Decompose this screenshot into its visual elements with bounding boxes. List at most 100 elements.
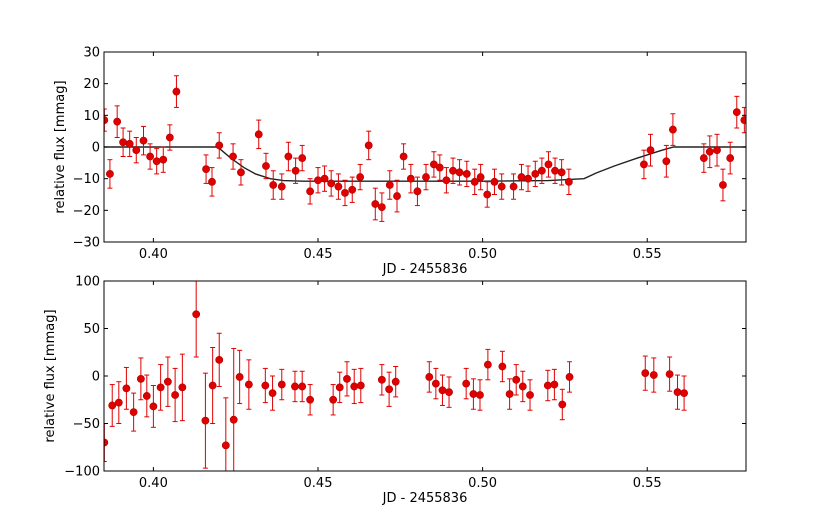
x-tick-label: 0.50 — [468, 247, 497, 262]
marker — [306, 187, 314, 196]
data-point-46 — [526, 379, 534, 411]
marker — [314, 176, 322, 185]
data-point-51 — [641, 355, 650, 391]
marker — [726, 154, 735, 162]
data-point-63 — [662, 144, 671, 178]
marker — [298, 382, 307, 391]
data-point-18 — [262, 152, 270, 180]
marker — [122, 384, 131, 393]
marker — [262, 162, 270, 170]
y-tick-label: −20 — [73, 204, 100, 219]
data-point-45 — [518, 370, 527, 403]
marker — [244, 380, 253, 389]
marker — [142, 392, 151, 400]
data-point-40 — [422, 163, 430, 191]
data-point-55 — [531, 160, 540, 188]
data-point-2 — [113, 105, 122, 138]
marker — [298, 154, 307, 162]
y-tick-label: 0 — [92, 141, 100, 156]
marker — [713, 146, 721, 155]
marker — [364, 141, 373, 150]
marker — [377, 203, 386, 212]
x-tick-label: 0.45 — [304, 247, 333, 262]
marker — [356, 381, 365, 390]
data-point-37 — [445, 376, 453, 408]
marker — [558, 400, 567, 409]
data-point-33 — [391, 366, 400, 398]
marker — [132, 146, 141, 155]
data-point-8 — [156, 364, 165, 411]
data-point-1 — [108, 384, 117, 427]
marker — [422, 173, 430, 181]
marker — [557, 168, 566, 177]
data-point-10 — [171, 367, 180, 423]
marker — [469, 390, 478, 398]
marker — [385, 385, 394, 394]
data-point-34 — [377, 192, 386, 222]
marker — [221, 441, 230, 450]
data-point-28 — [343, 361, 351, 397]
marker — [483, 360, 492, 369]
marker — [136, 374, 145, 383]
marker — [215, 355, 224, 364]
marker — [165, 133, 174, 142]
marker — [335, 383, 344, 392]
marker — [565, 373, 574, 381]
data-point-17 — [229, 347, 238, 471]
x-tick-label: 0.40 — [139, 247, 168, 262]
data-point-35 — [431, 367, 440, 400]
data-point-53 — [665, 356, 674, 392]
data-point-13 — [201, 372, 210, 469]
data-point-5 — [136, 357, 145, 401]
data-point-21 — [268, 375, 277, 411]
data-point-54 — [524, 165, 532, 192]
data-point-9 — [159, 146, 168, 173]
data-point-21 — [284, 141, 293, 172]
data-point-50 — [490, 168, 499, 195]
data-point-35 — [385, 170, 394, 200]
y-axis-label: relative flux [mmag] — [43, 309, 58, 442]
data-point-12 — [202, 154, 210, 184]
marker — [119, 138, 127, 147]
marker — [740, 116, 746, 124]
y-tick-label: 10 — [83, 109, 100, 124]
data-point-4 — [125, 130, 134, 157]
data-point-57 — [544, 151, 553, 178]
data-point-11 — [178, 353, 187, 422]
top-panel: 0.40 0.45 0.50 0.55 −30 −20 −10 0 10 20 30 JD - 245… — [53, 46, 747, 277]
marker — [163, 377, 172, 386]
data-point-25 — [306, 384, 314, 416]
data-point-26 — [320, 165, 329, 192]
marker — [291, 166, 300, 175]
marker — [442, 176, 451, 185]
data-point-42 — [498, 350, 507, 383]
marker — [399, 152, 408, 161]
marker — [413, 187, 422, 196]
marker — [673, 388, 682, 397]
y-tick-label: 30 — [83, 46, 100, 61]
data-point-19 — [269, 170, 278, 200]
data-point-52 — [649, 357, 658, 393]
data-point-54 — [673, 374, 682, 410]
marker — [385, 181, 394, 189]
marker — [356, 173, 365, 181]
data-point-62 — [646, 133, 655, 167]
marker — [149, 402, 158, 411]
marker — [129, 408, 138, 416]
marker — [208, 177, 216, 186]
marker — [291, 382, 299, 391]
x-tick-label: 0.55 — [633, 247, 662, 262]
data-point-34 — [425, 361, 434, 393]
data-point-22 — [277, 368, 286, 401]
marker — [490, 177, 499, 186]
marker — [526, 391, 534, 399]
marker — [350, 382, 359, 391]
data-point-38 — [406, 163, 415, 194]
marker — [277, 380, 286, 389]
data-point-37 — [399, 143, 408, 170]
y-tick-label: 0 — [92, 370, 100, 385]
data-point-14 — [215, 132, 224, 159]
data-point-69 — [726, 141, 735, 175]
marker — [476, 173, 485, 181]
